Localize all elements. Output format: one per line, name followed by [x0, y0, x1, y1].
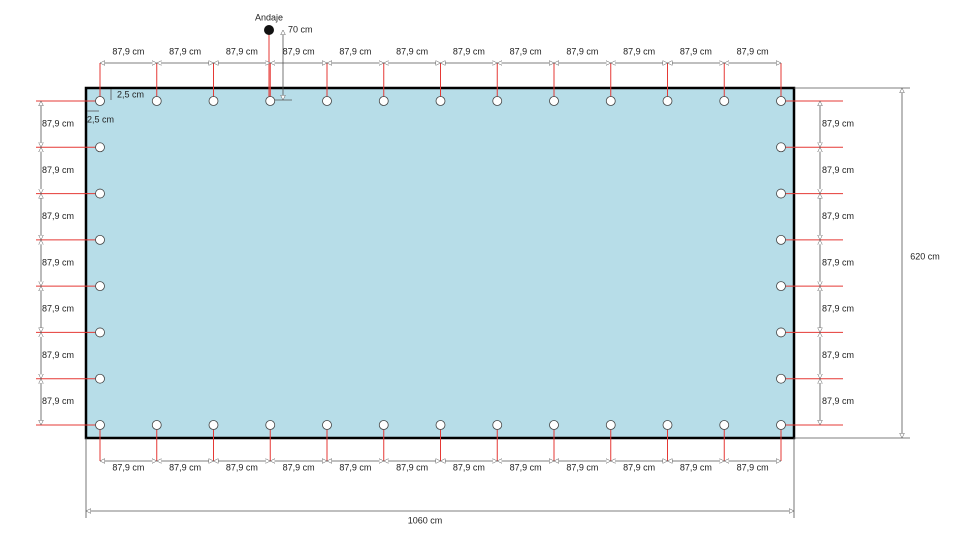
spacing-label: 87,9 cm [42, 257, 74, 267]
grommet [322, 420, 332, 430]
spacing-label: 87,9 cm [42, 304, 74, 314]
grommet [719, 420, 730, 430]
spacing-label: 87,9 cm [510, 46, 542, 56]
grommet [265, 96, 276, 106]
offset-label: 2,5 cm [117, 89, 144, 99]
spacing-label: 87,9 cm [822, 257, 854, 267]
grommet [662, 420, 673, 430]
spacing-label: 87,9 cm [283, 46, 315, 56]
grommet [208, 420, 219, 430]
spacing-label: 87,9 cm [822, 396, 854, 406]
grommet [95, 420, 105, 430]
spacing-label: 87,9 cm [680, 46, 712, 56]
spacing-label: 87,9 cm [283, 462, 315, 472]
spacing-label: 87,9 cm [822, 119, 854, 129]
spacing-label: 87,9 cm [623, 462, 655, 472]
grommet [95, 281, 105, 292]
spacing-label: 87,9 cm [226, 462, 258, 472]
grommet [549, 96, 559, 106]
spacing-label: 87,9 cm [42, 119, 74, 129]
spacing-label: 87,9 cm [112, 46, 144, 56]
height-label: 620 cm [910, 251, 940, 261]
spacing-label: 87,9 cm [42, 165, 74, 175]
grommet [719, 96, 730, 106]
spacing-label: 87,9 cm [822, 350, 854, 360]
grommet [151, 420, 162, 430]
grommet [95, 327, 105, 338]
spacing-label: 87,9 cm [822, 211, 854, 221]
anchor-distance-label: 70 cm [288, 24, 313, 34]
width-label: 1060 cm [408, 515, 443, 525]
grommet [662, 96, 673, 106]
spacing-label: 87,9 cm [42, 350, 74, 360]
grommet [378, 96, 389, 106]
grommet [322, 96, 332, 106]
spacing-label: 87,9 cm [112, 462, 144, 472]
grommet [151, 96, 162, 106]
anchor-label: Andaje [255, 12, 283, 22]
spacing-label: 87,9 cm [737, 46, 769, 56]
spacing-label: 87,9 cm [737, 462, 769, 472]
spacing-label: 87,9 cm [623, 46, 655, 56]
grommet [776, 188, 786, 199]
grommet [378, 420, 389, 430]
grommet [776, 142, 786, 153]
spacing-label: 87,9 cm [396, 46, 428, 56]
spacing-label: 87,9 cm [339, 46, 371, 56]
grommet [776, 281, 786, 292]
grommet [95, 142, 105, 153]
spacing-label: 87,9 cm [42, 211, 74, 221]
spacing-label: 87,9 cm [453, 462, 485, 472]
anchor-point [264, 25, 274, 35]
grommet [776, 234, 786, 245]
tarp [84, 86, 796, 440]
spacing-label: 87,9 cm [339, 462, 371, 472]
grommet [435, 420, 446, 430]
grommet [492, 420, 503, 430]
grommet [776, 373, 786, 384]
spacing-label: 87,9 cm [453, 46, 485, 56]
grommet [95, 373, 105, 384]
spacing-label: 87,9 cm [169, 462, 201, 472]
grommet [776, 96, 786, 106]
spacing-label: 87,9 cm [396, 462, 428, 472]
grommet [208, 96, 219, 106]
grommet [265, 420, 276, 430]
spacing-label: 87,9 cm [510, 462, 542, 472]
spacing-label: 87,9 cm [42, 396, 74, 406]
spacing-label: 87,9 cm [226, 46, 258, 56]
grommet-layer: 87,9 cm 87,9 cm 87,9 cm 87,9 cm 87,9 cm 87,9 … [36, 46, 854, 472]
spacing-label: 87,9 cm [822, 165, 854, 175]
grommet [605, 96, 616, 106]
grommet [95, 188, 105, 199]
grommet [776, 327, 786, 338]
spacing-label: 87,9 cm [169, 46, 201, 56]
grommet [492, 96, 503, 106]
spacing-label: 87,9 cm [680, 462, 712, 472]
grommet [776, 420, 786, 430]
offset-label: 2,5 cm [87, 114, 114, 124]
grommet [605, 420, 616, 430]
grommet [435, 96, 446, 106]
spacing-label: 87,9 cm [566, 462, 598, 472]
grommet [95, 96, 105, 106]
spacing-label: 87,9 cm [566, 46, 598, 56]
spacing-label: 87,9 cm [822, 304, 854, 314]
grommet [549, 420, 559, 430]
grommet [95, 234, 105, 245]
